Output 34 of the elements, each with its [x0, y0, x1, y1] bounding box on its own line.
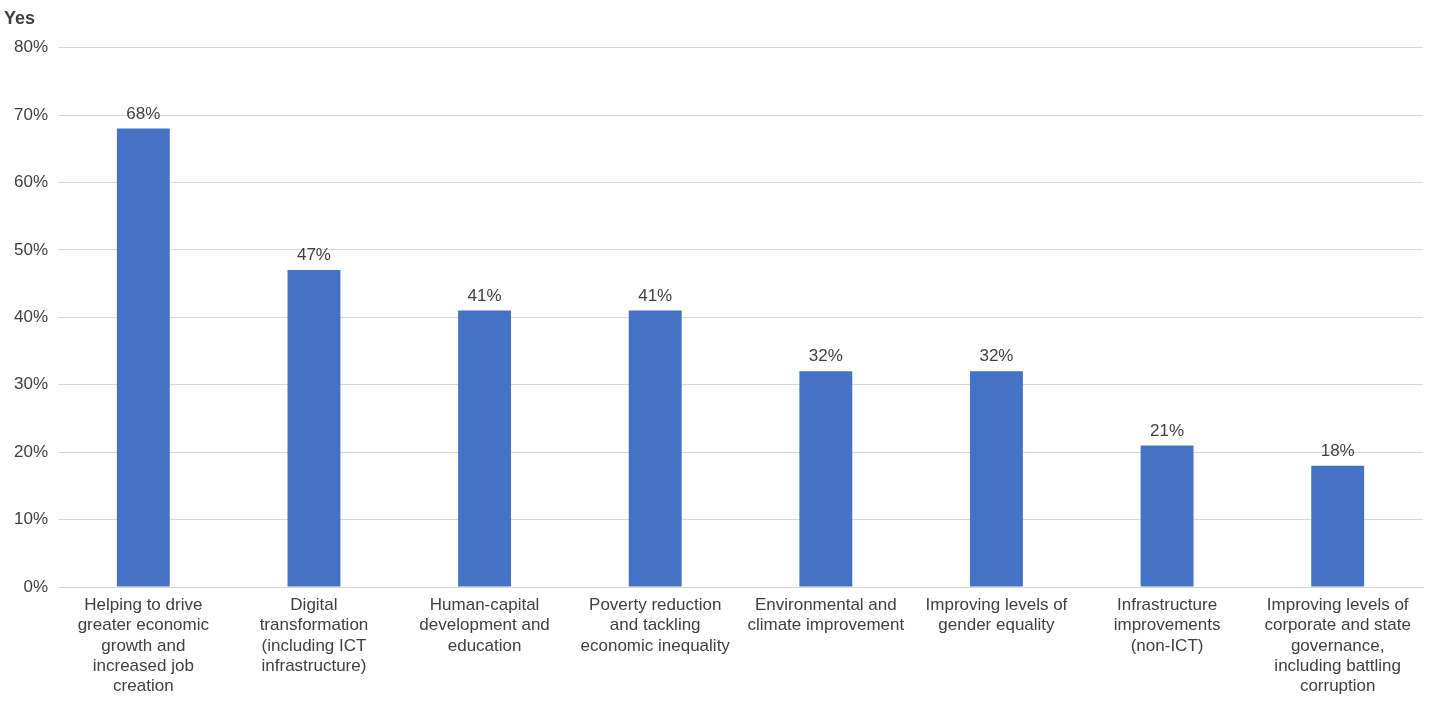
data-label: 21% [1150, 420, 1185, 440]
y-tick-label: 70% [13, 104, 49, 124]
data-label: 32% [979, 346, 1014, 366]
data-label: 32% [808, 346, 843, 366]
x-tick-label: Human-capital development and education [419, 594, 550, 655]
data-label: 41% [638, 285, 673, 305]
bar [116, 128, 170, 587]
bar [1311, 465, 1365, 587]
bar [628, 310, 682, 587]
y-axis-title: Yes [4, 7, 36, 28]
data-label: 18% [1320, 440, 1355, 460]
bar [287, 270, 341, 587]
data-label: 68% [126, 103, 161, 123]
y-tick-label: 0% [23, 576, 49, 596]
x-tick-label: Helping to drive greater economic growth and increased job creation [77, 594, 210, 696]
y-tick-label: 30% [13, 374, 49, 394]
x-tick-label: Improving levels of corporate and state governance, including battling corruption [1264, 594, 1411, 696]
bar [799, 371, 853, 587]
x-tick-label: Poverty reduction and tackling economic inequality [580, 594, 731, 655]
y-tick-label: 40% [13, 306, 49, 326]
bar [1140, 445, 1194, 587]
bar [458, 310, 512, 587]
y-tick-label: 10% [13, 509, 49, 529]
y-tick-label: 80% [13, 37, 49, 57]
x-tick-label: Infrastructure improvements (non-ICT) [1113, 594, 1221, 655]
y-tick-label: 20% [13, 441, 49, 461]
data-label: 47% [296, 245, 331, 265]
x-tick-label: Environmental and climate improvement [747, 594, 905, 635]
data-label: 41% [467, 285, 502, 305]
y-tick-label: 50% [13, 239, 49, 259]
bar [970, 371, 1023, 587]
y-tick-label: 60% [13, 172, 49, 192]
x-tick-label: Improving levels of gender equality [925, 594, 1068, 635]
x-tick-label: Digital transformation (including ICT infrastructure) [259, 594, 369, 676]
